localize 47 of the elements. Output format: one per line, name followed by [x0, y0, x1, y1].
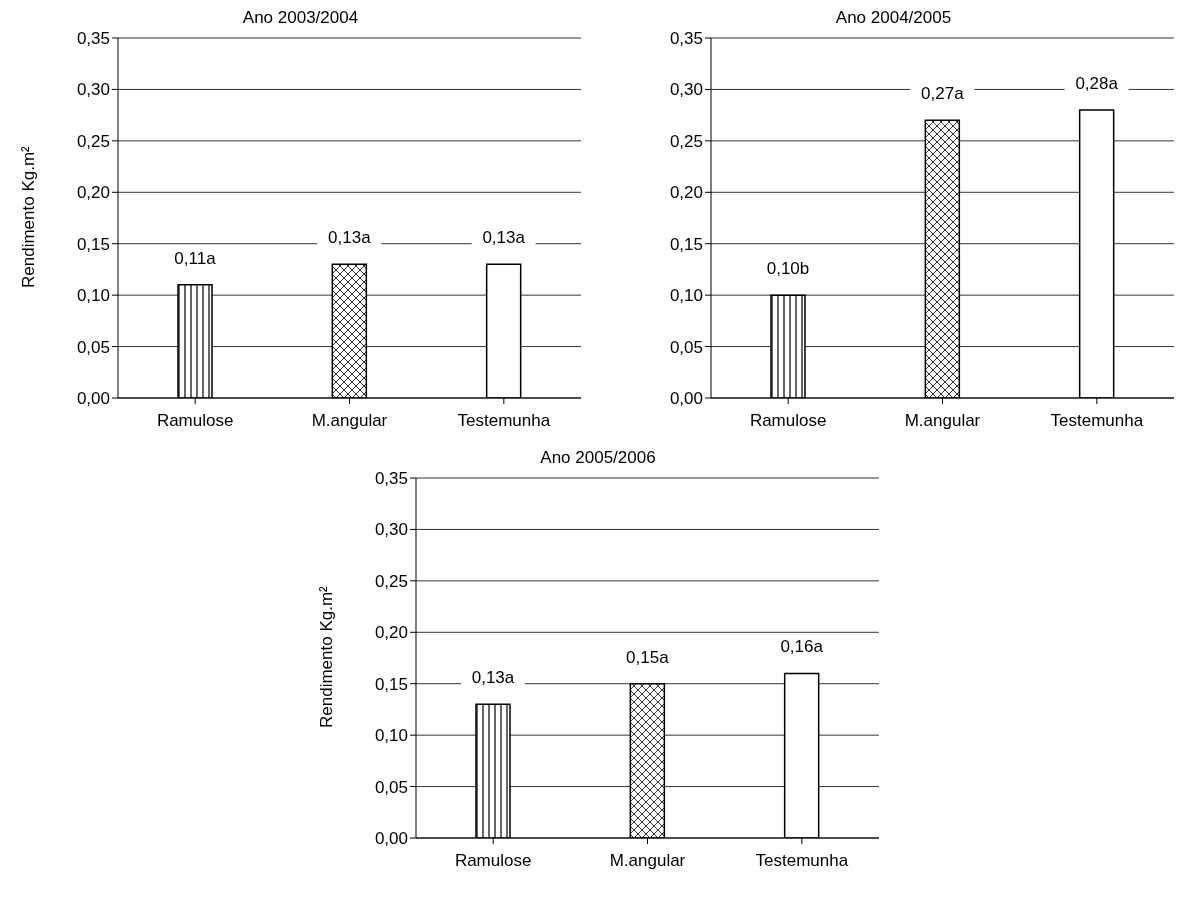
y-tick-label: 0,10	[669, 286, 703, 306]
data-label: 0,13a	[328, 228, 372, 248]
y-tick-label: 0,20	[374, 623, 408, 643]
y-tick-label: 0,30	[669, 80, 703, 100]
chart-title: Ano 2003/2004	[241, 8, 360, 29]
data-label: 0,16a	[779, 637, 823, 657]
x-tick-label: Ramulose	[156, 411, 234, 431]
data-label: 0,11a	[174, 248, 217, 268]
y-tick-label: 0,30	[374, 520, 408, 540]
x-tick-label: Testemunha	[755, 851, 849, 871]
chart-title: Ano 2005/2006	[539, 448, 657, 469]
y-tick-label: 0,35	[374, 469, 408, 489]
y-tick-label: 0,20	[76, 183, 110, 203]
y-tick-label: 0,20	[669, 183, 703, 203]
chart-title: Ano 2004/2005	[834, 8, 953, 29]
data-label: 0,13a	[482, 228, 526, 248]
y-tick-label: 0,25	[76, 131, 110, 151]
data-label: 0,28a	[1075, 74, 1119, 93]
y-tick-label: 0,15	[669, 234, 703, 254]
x-tick-label: M.angular	[904, 411, 981, 431]
x-tick-label: M.angular	[609, 851, 686, 871]
y-tick-label: 0,35	[76, 29, 110, 49]
y-axis-title: Rendimento Kg.m²	[19, 145, 39, 288]
x-tick-label: Testemunha	[457, 411, 551, 431]
y-tick-label: 0,00	[669, 389, 703, 409]
y-tick-label: 0,15	[374, 674, 408, 694]
data-label: 0,13a	[471, 668, 515, 688]
y-tick-label: 0,15	[76, 234, 110, 254]
data-label: 0,27a	[921, 84, 965, 104]
y-tick-label: 0,05	[669, 337, 703, 357]
data-label: 0,15a	[625, 647, 669, 667]
y-tick-label: 0,05	[374, 777, 408, 797]
data-label: 0,10b	[766, 259, 810, 279]
y-tick-label: 0,10	[374, 726, 408, 746]
y-tick-label: 0,30	[76, 80, 110, 100]
y-tick-label: 0,25	[374, 571, 408, 591]
x-tick-label: M.angular	[311, 411, 388, 431]
y-axis-title: Rendimento Kg.m²	[316, 585, 336, 728]
x-tick-label: Ramulose	[454, 851, 531, 871]
y-tick-label: 0,35	[669, 29, 703, 49]
y-tick-label: 0,25	[669, 131, 703, 151]
y-tick-label: 0,05	[76, 337, 110, 357]
x-tick-label: Ramulose	[749, 411, 827, 431]
x-tick-label: Testemunha	[1050, 411, 1144, 431]
y-tick-label: 0,00	[374, 829, 408, 849]
y-tick-label: 0,10	[76, 286, 110, 306]
y-tick-label: 0,00	[76, 389, 110, 409]
